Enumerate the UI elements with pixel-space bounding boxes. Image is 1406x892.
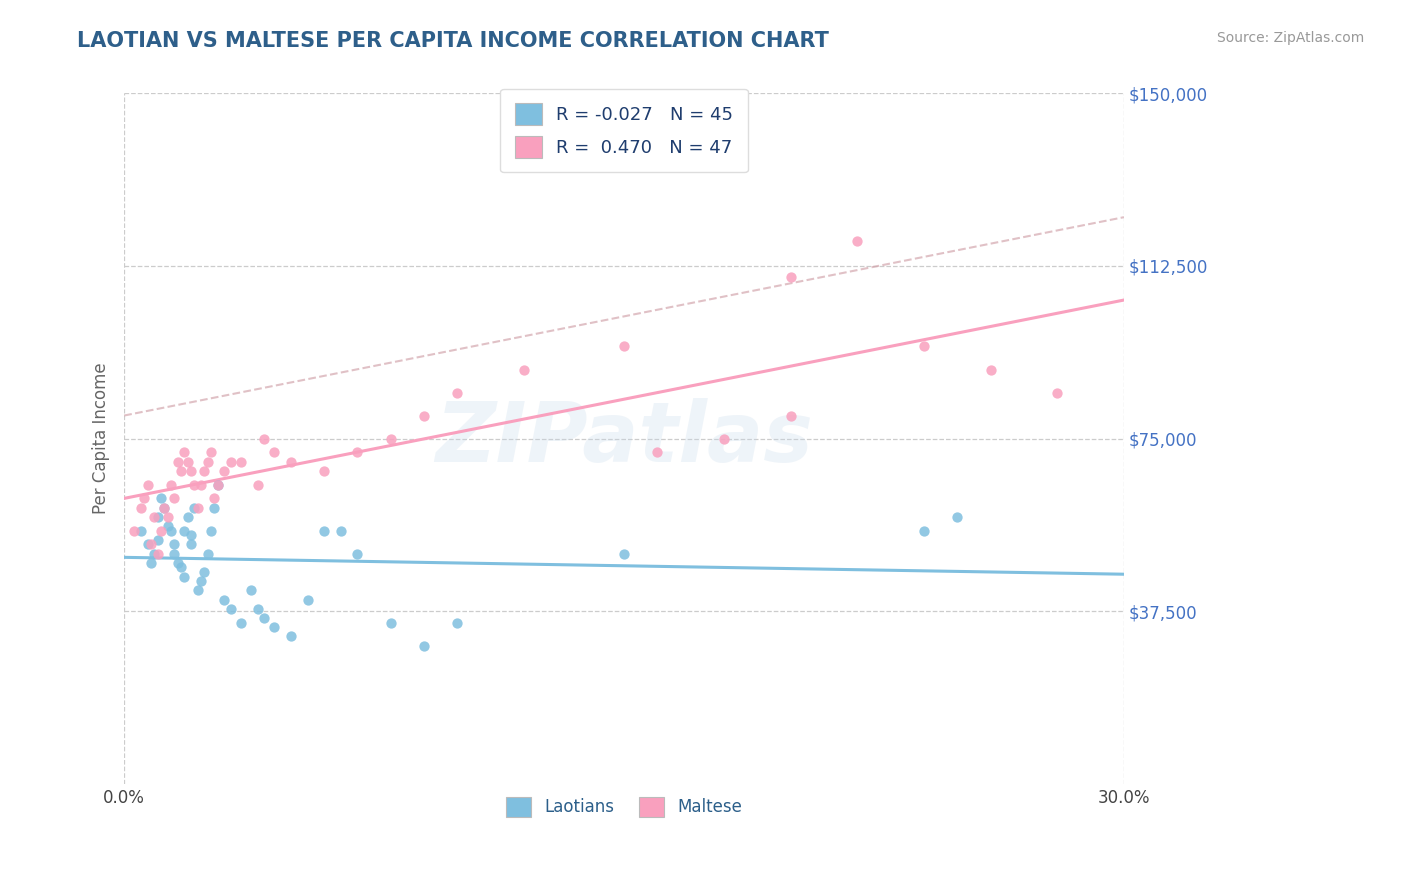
Point: [212, 592, 235, 607]
Point: [153, 500, 176, 515]
Point: [180, 537, 202, 551]
Point: [314, 524, 336, 538]
Point: [246, 477, 269, 491]
Point: [170, 560, 193, 574]
Point: [160, 524, 183, 538]
Point: [193, 565, 215, 579]
Y-axis label: Per Capita Income: Per Capita Income: [93, 363, 110, 515]
Point: [446, 385, 468, 400]
Point: [239, 583, 262, 598]
Point: [980, 362, 1002, 376]
Point: [200, 445, 222, 459]
Point: [139, 537, 162, 551]
Point: [166, 454, 188, 468]
Point: [912, 524, 935, 538]
Point: [779, 270, 801, 285]
Point: [280, 630, 302, 644]
Point: [149, 524, 172, 538]
Point: [173, 445, 195, 459]
Point: [1046, 385, 1069, 400]
Point: [153, 500, 176, 515]
Point: [129, 524, 152, 538]
Point: [413, 409, 436, 423]
Point: [197, 454, 219, 468]
Point: [166, 556, 188, 570]
Legend: Laotians, Maltese: Laotians, Maltese: [499, 790, 749, 823]
Point: [156, 519, 179, 533]
Point: [183, 500, 205, 515]
Point: [219, 454, 242, 468]
Point: [329, 524, 352, 538]
Point: [212, 464, 235, 478]
Point: [713, 432, 735, 446]
Point: [186, 500, 208, 515]
Point: [219, 602, 242, 616]
Point: [180, 464, 202, 478]
Point: [280, 454, 302, 468]
Point: [136, 537, 159, 551]
Point: [129, 500, 152, 515]
Point: [193, 464, 215, 478]
Point: [156, 509, 179, 524]
Point: [163, 547, 186, 561]
Point: [207, 477, 229, 491]
Point: [197, 547, 219, 561]
Point: [176, 454, 198, 468]
Point: [846, 234, 869, 248]
Point: [380, 615, 402, 630]
Point: [779, 409, 801, 423]
Point: [346, 445, 368, 459]
Point: [314, 464, 336, 478]
Point: [143, 547, 166, 561]
Point: [160, 477, 183, 491]
Point: [136, 477, 159, 491]
Point: [202, 491, 225, 506]
Point: [163, 491, 186, 506]
Point: [647, 445, 669, 459]
Point: [229, 615, 252, 630]
Point: [146, 533, 169, 547]
Point: [229, 454, 252, 468]
Text: ZIPatlas: ZIPatlas: [436, 398, 813, 479]
Point: [186, 583, 208, 598]
Point: [246, 602, 269, 616]
Point: [297, 592, 319, 607]
Point: [143, 509, 166, 524]
Point: [176, 509, 198, 524]
Point: [146, 509, 169, 524]
Point: [134, 491, 156, 506]
Point: [122, 524, 145, 538]
Point: [173, 524, 195, 538]
Point: [912, 339, 935, 353]
Point: [207, 477, 229, 491]
Point: [173, 569, 195, 583]
Point: [170, 464, 193, 478]
Point: [946, 509, 969, 524]
Point: [513, 362, 536, 376]
Point: [190, 477, 212, 491]
Text: Source: ZipAtlas.com: Source: ZipAtlas.com: [1216, 31, 1364, 45]
Point: [380, 432, 402, 446]
Point: [149, 491, 172, 506]
Point: [263, 620, 285, 634]
Point: [146, 547, 169, 561]
Point: [139, 556, 162, 570]
Point: [180, 528, 202, 542]
Point: [446, 615, 468, 630]
Point: [253, 432, 276, 446]
Point: [163, 537, 186, 551]
Point: [613, 339, 636, 353]
Point: [413, 639, 436, 653]
Point: [253, 611, 276, 625]
Text: LAOTIAN VS MALTESE PER CAPITA INCOME CORRELATION CHART: LAOTIAN VS MALTESE PER CAPITA INCOME COR…: [77, 31, 830, 51]
Point: [263, 445, 285, 459]
Point: [202, 500, 225, 515]
Point: [200, 524, 222, 538]
Point: [183, 477, 205, 491]
Point: [190, 574, 212, 589]
Point: [613, 547, 636, 561]
Point: [346, 547, 368, 561]
